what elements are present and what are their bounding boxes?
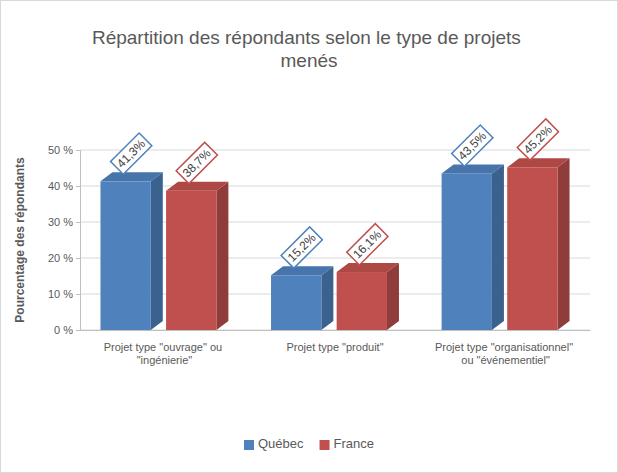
bar-side xyxy=(321,266,333,330)
bar-group xyxy=(337,263,399,330)
legend-label: France xyxy=(334,436,374,451)
y-tick-label: 40 % xyxy=(48,180,73,192)
bar-group xyxy=(166,182,228,330)
data-label: 45,2% xyxy=(517,119,558,160)
bar xyxy=(166,191,216,330)
y-tick: 50 % xyxy=(48,144,80,156)
y-axis-line xyxy=(76,151,81,331)
bar xyxy=(100,181,150,330)
x-tick: Projet type "produit" xyxy=(286,341,383,353)
data-label: 41,3% xyxy=(111,133,152,174)
legend: Québec France xyxy=(244,436,374,451)
bar-group xyxy=(100,172,162,330)
grid xyxy=(80,150,590,330)
y-tick-mark xyxy=(76,186,80,187)
y-tick: 10 % xyxy=(48,288,80,300)
y-tick-mark xyxy=(76,258,80,259)
y-tick-label: 0 % xyxy=(54,324,73,336)
data-label-box xyxy=(452,125,493,166)
bar-top xyxy=(166,182,228,191)
legend-item: Québec xyxy=(244,436,304,451)
data-label: 43,5% xyxy=(452,125,493,166)
y-tick-label: 30 % xyxy=(48,216,73,228)
legend-label: Québec xyxy=(258,436,304,451)
y-tick-mark xyxy=(76,222,80,223)
y-tick-label: 20 % xyxy=(48,252,73,264)
data-label-box xyxy=(347,224,388,265)
y-tick-label: 50 % xyxy=(48,144,73,156)
y-tick: 20 % xyxy=(48,252,80,264)
bar-top xyxy=(100,172,162,181)
bar xyxy=(507,167,557,330)
bar-top xyxy=(337,263,399,272)
bars xyxy=(100,158,569,330)
data-label: 38,7% xyxy=(176,142,217,183)
bar xyxy=(271,275,321,330)
x-tick: Projet type "ouvrage" ou "ingénierie" xyxy=(104,341,226,366)
chart-title: Répartition des répondants selon le type… xyxy=(92,27,526,71)
data-label-text: 43,5% xyxy=(455,129,489,163)
plot: 0 % 10 % 20 % 30 % 40 % 50 % Projet type "ouvr… xyxy=(48,119,591,366)
x-tick-label: Projet type "ouvrage" ou "ingénierie" xyxy=(104,341,226,366)
bar xyxy=(337,272,387,330)
data-label: 16,1% xyxy=(347,224,388,265)
bar-top xyxy=(442,164,504,173)
bar-side xyxy=(216,182,228,330)
bar-top xyxy=(271,266,333,275)
data-label-box xyxy=(111,133,152,174)
x-axis-line xyxy=(81,330,591,331)
bar xyxy=(442,173,492,330)
bar-side xyxy=(558,158,570,330)
data-label-text: 38,7% xyxy=(180,146,214,180)
x-axis: Projet type "ouvrage" ou "ingénierie" Pro… xyxy=(81,331,591,366)
x-tick: Projet type "organisationnel" ou "événem… xyxy=(435,341,576,366)
legend-swatch xyxy=(320,440,330,450)
chart: Répartition des répondants selon le type… xyxy=(0,0,618,473)
data-label-box xyxy=(517,119,558,160)
y-tick-mark xyxy=(76,294,80,295)
y-axis-title: Pourcentage des répondants xyxy=(13,157,27,323)
bar-side xyxy=(492,164,504,330)
data-label-text: 41,3% xyxy=(114,136,148,170)
y-tick: 30 % xyxy=(48,216,80,228)
bar-side xyxy=(387,263,399,330)
x-tick-label: Projet type "organisationnel" ou "événem… xyxy=(435,341,576,366)
bar-group xyxy=(442,164,504,330)
data-label-box xyxy=(176,142,217,183)
data-label-text: 16,1% xyxy=(350,227,384,261)
chart-frame xyxy=(1,1,618,473)
bar-top xyxy=(507,158,569,167)
y-tick-mark xyxy=(76,330,80,331)
y-tick-mark xyxy=(76,150,80,151)
y-tick: 0 % xyxy=(54,324,80,336)
data-label-box xyxy=(281,227,322,268)
bar-group xyxy=(271,266,333,330)
data-label: 15,2% xyxy=(281,227,322,268)
grid-line xyxy=(80,150,590,151)
bar-group xyxy=(507,158,569,330)
x-tick-label: Projet type "produit" xyxy=(286,341,383,353)
data-label-text: 15,2% xyxy=(285,230,319,264)
y-tick-label: 10 % xyxy=(48,288,73,300)
legend-swatch xyxy=(244,440,254,450)
y-tick: 40 % xyxy=(48,180,80,192)
data-label-text: 45,2% xyxy=(521,122,555,156)
legend-item: France xyxy=(320,436,374,451)
data-labels: 41,3% 15,2% 43,5% 38,7% 16,1% 45,2% xyxy=(111,119,559,268)
bar-side xyxy=(151,172,163,330)
y-axis: 0 % 10 % 20 % 30 % 40 % 50 % xyxy=(48,144,81,336)
